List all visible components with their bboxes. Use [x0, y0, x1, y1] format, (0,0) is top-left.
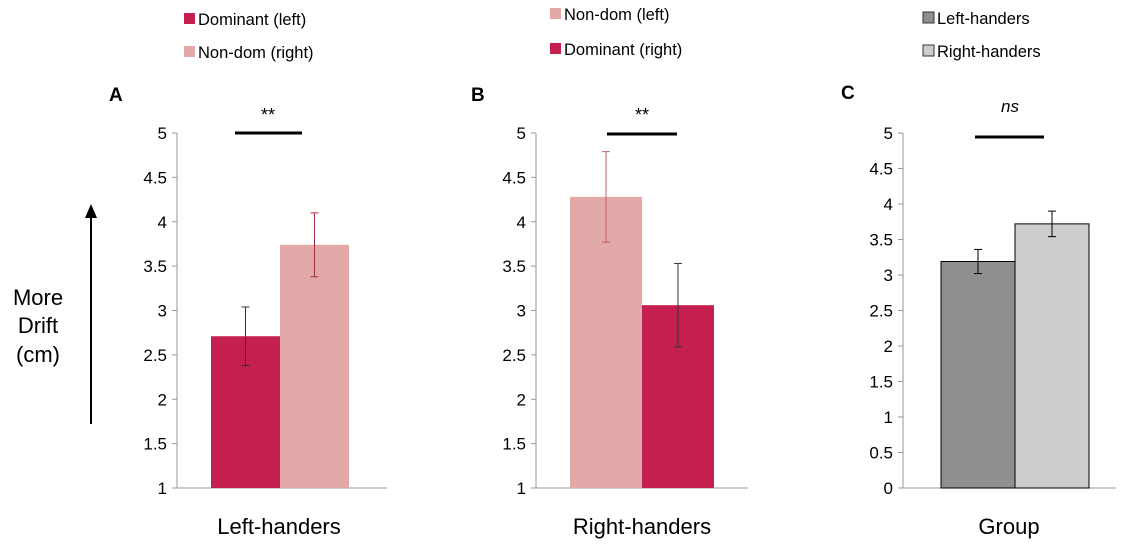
panel-a-ytick-label-7: 4.5	[143, 168, 167, 187]
panel-b-ytick-label-7: 4.5	[502, 168, 526, 187]
panel-b-ytick-label-2: 2	[517, 390, 526, 409]
panel-b-ytick-label-5: 3.5	[502, 257, 526, 276]
panel-b-legend-swatch-2	[550, 43, 561, 54]
panel-a-letter: A	[109, 85, 123, 106]
panel-b: Non-dom (left) Dominant (right) B ** 1 1.…	[471, 6, 748, 539]
panel-b-legend-label-1: Non-dom (left)	[564, 6, 669, 24]
panel-b-legend-label-2: Dominant (right)	[564, 41, 682, 59]
panel-b-yticks: 1 1.5 2 2.5 3 3.5 4 4.5 5	[502, 124, 536, 498]
panel-c-ytick-label-7: 3.5	[869, 231, 893, 250]
panel-c-ytick-label-6: 3	[884, 266, 893, 285]
panel-a-legend-label-1: Dominant (left)	[198, 11, 306, 29]
panel-c-legend-label-2: Right-handers	[937, 43, 1041, 61]
panel-a: Dominant (left) Non-dom (right) A ** 1 1.…	[109, 11, 387, 539]
panel-c-legend-label-1: Left-handers	[937, 10, 1030, 28]
panel-b-ytick-label-3: 2.5	[502, 346, 526, 365]
figure-ylabel: More Drift (cm)	[13, 204, 97, 424]
panel-c-ytick-label-0: 0	[884, 479, 893, 498]
panel-c-legend-swatch-2	[922, 44, 935, 57]
panel-b-xlabel: Right-handers	[573, 514, 711, 539]
panel-b-ytick-label-4: 3	[517, 302, 526, 321]
panel-a-bar-2	[280, 244, 349, 488]
panel-c-ytick-label-3: 1.5	[869, 373, 893, 392]
panel-a-ytick-label-4: 3	[158, 302, 167, 321]
panel-c-ytick-label-9: 4.5	[869, 160, 893, 179]
panel-a-legend-label-2: Non-dom (right)	[198, 44, 314, 62]
panel-c-bar-2	[1014, 223, 1090, 489]
figure-ylabel-line-1: More	[13, 285, 63, 310]
panel-a-xlabel: Left-handers	[217, 514, 341, 539]
panel-a-ytick-label-3: 2.5	[143, 346, 167, 365]
panel-b-legend: Non-dom (left) Dominant (right)	[550, 6, 682, 59]
panel-c-bar-1	[940, 261, 1016, 489]
panel-a-yticks: 1 1.5 2 2.5 3 3.5 4 4.5 5	[143, 124, 177, 498]
panel-a-ytick-label-0: 1	[158, 479, 167, 498]
panel-c-ytick-label-2: 1	[884, 408, 893, 427]
panel-c-xlabel: Group	[978, 514, 1039, 539]
panel-a-legend-swatch-1	[184, 13, 195, 24]
panel-a-ytick-label-2: 2	[158, 390, 167, 409]
panel-c-ytick-label-10: 5	[884, 124, 893, 143]
panel-c-yticks: 0 0.5 1 1.5 2 2.5 3 3.5 4 4.5 5	[869, 124, 903, 498]
panel-a-bars	[211, 212, 349, 488]
panel-b-significance: **	[635, 105, 649, 125]
panel-b-ytick-label-8: 5	[517, 124, 526, 143]
panel-a-ytick-label-6: 4	[158, 213, 167, 232]
panel-b-legend-swatch-1	[550, 8, 561, 19]
panel-c-legend-swatch-1	[922, 11, 935, 24]
panel-b-ytick-label-6: 4	[517, 213, 526, 232]
panel-a-ytick-label-8: 5	[158, 124, 167, 143]
panel-c-bars	[940, 210, 1090, 489]
panel-c-letter: C	[841, 83, 855, 104]
panel-c-ytick-label-8: 4	[884, 195, 893, 214]
panel-b-ytick-label-1: 1.5	[502, 435, 526, 454]
panel-c-legend: Left-handers Right-handers	[922, 10, 1041, 61]
panel-c-ytick-label-4: 2	[884, 337, 893, 356]
figure-ylabel-line-3: (cm)	[16, 342, 60, 367]
panel-a-legend: Dominant (left) Non-dom (right)	[184, 11, 314, 62]
panel-a-ytick-label-1: 1.5	[143, 435, 167, 454]
panel-c-ytick-label-1: 0.5	[869, 444, 893, 463]
panel-c-ytick-label-5: 2.5	[869, 302, 893, 321]
panel-a-legend-swatch-2	[184, 46, 195, 57]
panel-c: Left-handers Right-handers C ns 0 0.5 1 1.5…	[841, 10, 1116, 539]
panel-a-ytick-label-5: 3.5	[143, 257, 167, 276]
panel-a-significance: **	[261, 105, 275, 125]
panel-c-significance: ns	[1001, 97, 1019, 116]
figure-ylabel-line-2: Drift	[18, 313, 58, 338]
panel-b-bar-1	[570, 196, 642, 488]
panel-b-letter: B	[471, 85, 485, 106]
panel-b-bars	[570, 151, 714, 488]
more-drift-arrow-head	[85, 204, 97, 218]
panel-b-ytick-label-0: 1	[517, 479, 526, 498]
